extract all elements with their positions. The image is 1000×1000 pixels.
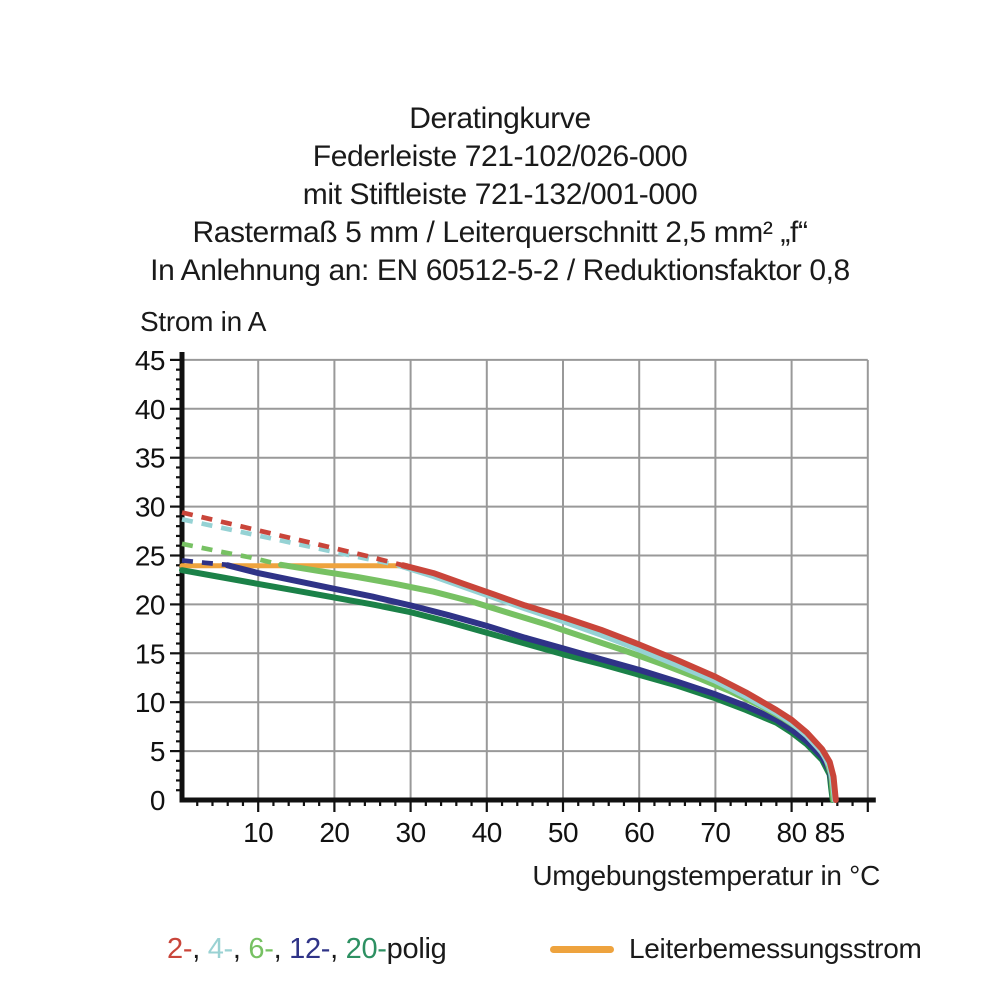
y-tick-label: 20 xyxy=(135,589,165,620)
y-tick-label: 0 xyxy=(150,785,165,816)
curve-dashed-2-polig xyxy=(181,510,404,568)
tick-labels: 0 5 10 15 20 25 30 35 40 45 10 20 30 40 50 60 70 80 85 xyxy=(135,345,845,848)
poles-legend: 2-, 4-, 6-, 12-, 20-polig xyxy=(167,933,447,966)
legend-pole-6: 6- xyxy=(248,933,274,965)
y-tick-label: 45 xyxy=(135,345,165,376)
curve-dashed-4-polig xyxy=(181,517,400,568)
curve-dashed-12-polig xyxy=(181,558,228,568)
x-tick-label: 70 xyxy=(700,817,730,848)
x-tick-label: 85 xyxy=(815,817,845,848)
y-tick-label: 25 xyxy=(135,541,165,572)
x-tick-label: 80 xyxy=(777,817,807,848)
title-line-5: In Anlehnung an: EN 60512-5-2 / Reduktio… xyxy=(150,254,850,287)
title-line-3: mit Stiftleiste 721-132/001-000 xyxy=(302,178,698,211)
legend-pole-12: 12- xyxy=(289,933,331,965)
title-line-4: Rastermaß 5 mm / Leiterquerschnitt 2,5 m… xyxy=(192,216,808,249)
rated-current-line-swatch xyxy=(550,945,614,953)
title-line-2: Federleiste 721-102/026-000 xyxy=(312,140,688,173)
legend-pole-20: 20- xyxy=(345,933,387,965)
x-tick-label: 20 xyxy=(319,817,349,848)
x-tick-label: 50 xyxy=(548,817,578,848)
curve-dashed-6-polig xyxy=(181,541,282,568)
legend-pole-2: 2- xyxy=(167,933,193,965)
legend-poles-suffix: polig xyxy=(386,933,447,965)
title-line-1: Deratingkurve xyxy=(409,102,591,135)
y-tick-label: 30 xyxy=(135,492,165,523)
curve-2-polig xyxy=(400,562,839,803)
legend-separator: , xyxy=(192,933,208,965)
curves xyxy=(179,510,839,803)
y-tick-label: 35 xyxy=(135,443,165,474)
y-tick-label: 40 xyxy=(135,394,165,425)
x-tick-label: 10 xyxy=(243,817,273,848)
y-tick-label: 5 xyxy=(150,736,165,767)
y-tick-label: 15 xyxy=(135,638,165,669)
legend-separator: , xyxy=(232,933,249,965)
rated-current-label: Leiterbemessungsstrom xyxy=(629,933,922,964)
y-tick-label: 10 xyxy=(135,687,165,718)
x-tick-label: 40 xyxy=(472,817,502,848)
x-axis-title: Umgebungstemperatur in °C xyxy=(532,860,880,891)
legend-pole-4: 4- xyxy=(207,933,233,965)
y-axis-title: Strom in A xyxy=(140,306,267,337)
x-tick-label: 30 xyxy=(396,817,426,848)
x-tick-label: 60 xyxy=(624,817,654,848)
chart-title: Deratingkurve Federleiste 721-102/026-00… xyxy=(0,100,1000,290)
curve-12-polig xyxy=(224,562,837,803)
axes xyxy=(179,352,876,803)
legend-separator: , xyxy=(330,933,346,965)
rated-current-legend: Leiterbemessungsstrom xyxy=(550,933,922,965)
legend-separator: , xyxy=(273,933,290,965)
